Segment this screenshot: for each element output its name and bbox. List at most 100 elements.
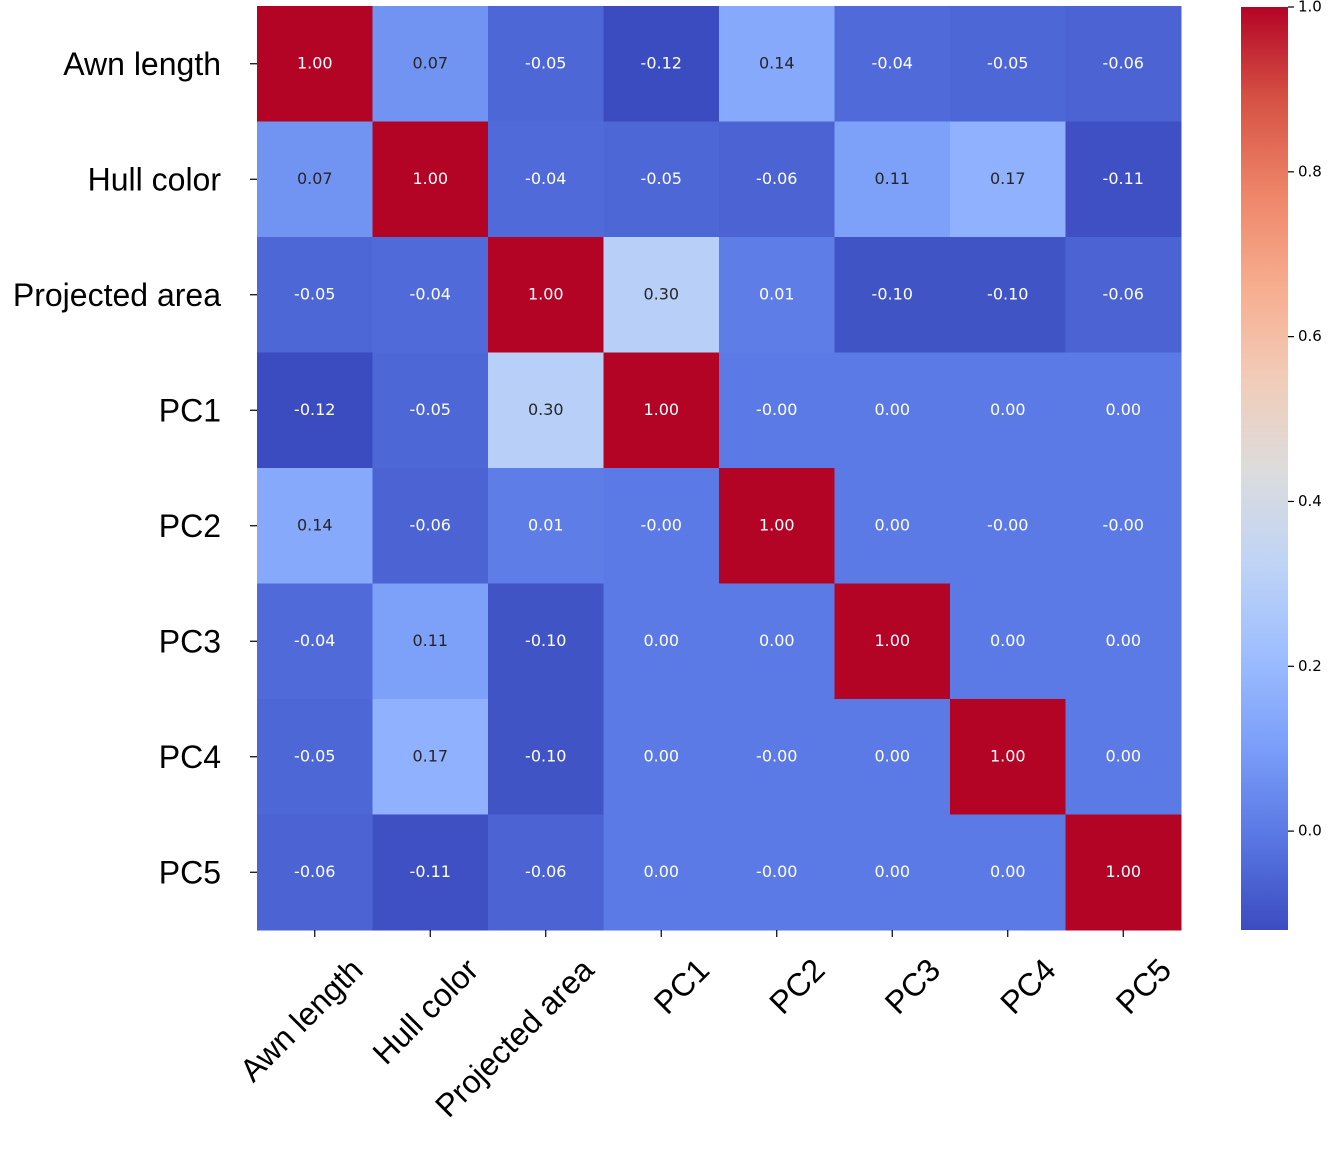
heatmap-cell [488,814,604,931]
x-tick-label: Hull color [365,951,485,1071]
cell-label: 0.00 [874,400,910,419]
cell-label: -0.00 [756,400,797,419]
y-tick-label: PC4 [159,739,221,775]
cell-label: 0.14 [759,53,795,72]
heatmap-cell [1065,583,1182,700]
heatmap-cell [603,814,720,931]
heatmap-cell [834,6,951,122]
cell-label: -0.00 [987,515,1028,534]
cell-label: -0.00 [756,862,797,881]
cell-label: -0.06 [1103,53,1144,72]
cell-label: 0.00 [990,862,1026,881]
cell-label: -0.10 [987,284,1028,303]
heatmap-cell [950,468,1066,584]
heatmap-cell [372,352,489,469]
cell-label: -0.04 [410,284,451,303]
heatmap-cell [1065,237,1182,353]
heatmap-cell [719,583,835,700]
y-tick-label: PC1 [159,392,221,428]
cell-label: 0.00 [874,515,910,534]
heatmap-cell [488,468,604,584]
heatmap-cell [950,352,1066,469]
heatmap-cell [603,352,720,469]
heatmap-cell [488,352,604,469]
x-tick-label: PC5 [1109,951,1178,1020]
heatmap-cell [603,699,720,815]
heatmap-cell [603,6,720,122]
cell-label: -0.10 [525,746,566,765]
heatmap-cell [719,814,835,931]
cell-label: -0.06 [294,862,335,881]
cell-label: 0.07 [412,53,448,72]
cell-label: 0.17 [990,169,1026,188]
y-tick-label: PC2 [159,508,221,544]
heatmap-cell [834,814,951,931]
heatmap-cell [950,699,1066,815]
cell-label: 1.00 [874,631,910,650]
cell-label: -0.06 [1103,284,1144,303]
heatmap-cell [257,468,373,584]
heatmap-cell [603,468,720,584]
cell-label: -0.12 [641,53,682,72]
heatmap-cell [257,121,373,238]
heatmap-cell [1065,6,1182,122]
heatmap-cell [257,6,373,122]
heatmap-cell [1065,352,1182,469]
colorbar-tick-label: 0.0 [1298,822,1322,840]
cell-label: -0.00 [1103,515,1144,534]
cell-label: -0.05 [294,284,335,303]
cell-label: -0.05 [987,53,1028,72]
heatmap-cell [1065,814,1182,931]
cell-label: 1.00 [1105,862,1141,881]
heatmap-cell [834,699,951,815]
heatmap-cell [372,699,489,815]
cell-label: -0.11 [1103,169,1144,188]
cell-label: -0.05 [641,169,682,188]
cell-label: -0.04 [525,169,566,188]
cell-label: -0.05 [525,53,566,72]
cell-label: 0.07 [297,169,333,188]
heatmap-cell [950,583,1066,700]
cell-label: 1.00 [990,746,1026,765]
heatmap-cell [834,352,951,469]
cell-label: 0.00 [990,400,1026,419]
heatmap-cell [372,814,489,931]
y-tick-label: Projected area [13,277,221,313]
heatmap-cell [719,352,835,469]
heatmap-cell [719,237,835,353]
heatmap-cell [1065,468,1182,584]
cell-label: 0.11 [874,169,910,188]
cell-label: 0.00 [990,631,1026,650]
heatmap-cell [603,121,720,238]
heatmap-cell [719,699,835,815]
cell-label: 1.00 [759,515,795,534]
heatmap-cell [372,121,489,238]
colorbar-tick-label: 1.0 [1298,0,1322,16]
heatmap-cell [372,6,489,122]
heatmap-cell [372,583,489,700]
cell-label: 0.01 [759,284,795,303]
y-tick-label: Hull color [88,161,222,197]
heatmap-cell [488,121,604,238]
cell-label: -0.00 [641,515,682,534]
cell-label: 0.01 [528,515,564,534]
heatmap-cell [1065,121,1182,238]
colorbar-tick-label: 0.6 [1298,327,1322,345]
heatmap-cell [834,468,951,584]
heatmap-cell [603,237,720,353]
cell-label: 0.17 [412,746,448,765]
cell-label: -0.10 [872,284,913,303]
heatmap-cell [488,583,604,700]
heatmap-cell [719,6,835,122]
heatmap-cell [1065,699,1182,815]
cell-label: -0.06 [756,169,797,188]
cell-label: -0.05 [294,746,335,765]
x-tick-label: Awn length [233,951,370,1088]
heatmap-cell [257,699,373,815]
x-tick-label: PC2 [762,951,831,1020]
cell-label: -0.12 [294,400,335,419]
heatmap-cell [372,237,489,353]
x-tick-label: PC1 [647,951,716,1020]
y-tick-label: Awn length [63,46,221,82]
